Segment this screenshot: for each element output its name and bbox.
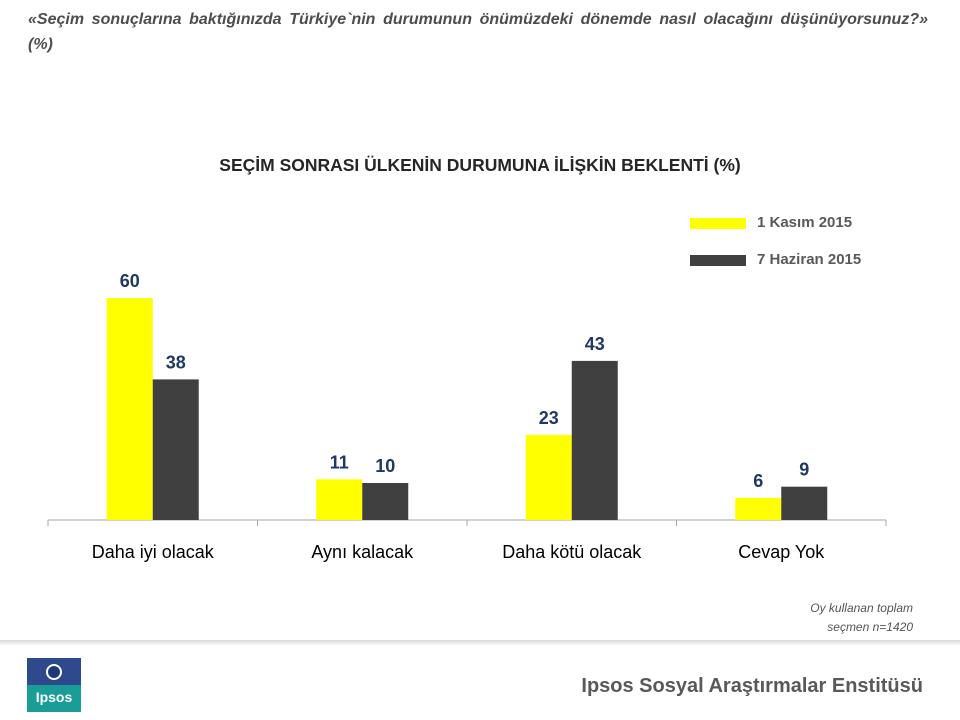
footnote-line-2: seçmen n=1420 <box>827 620 913 634</box>
footnote-line-1: Oy kullanan toplam <box>810 601 913 615</box>
bar-1-3 <box>525 434 572 520</box>
data-label-1-4: 6 <box>753 471 763 491</box>
bar-chart: 60 38 Daha iyi olacak 11 10 Aynı kalacak 23 43 D… <box>47 271 887 562</box>
ipsos-logo: Ipsos <box>27 658 81 712</box>
sample-footnote: Oy kullanan toplam seçmen n=1420 <box>810 599 913 637</box>
legend-swatch-series-2 <box>690 255 746 266</box>
category-label-2: Aynı kalacak <box>311 542 414 562</box>
data-label-1-1: 60 <box>120 271 140 291</box>
category-label-1: Daha iyi olacak <box>92 542 215 562</box>
data-label-2-3: 43 <box>585 334 605 354</box>
bar-2-2 <box>362 483 409 520</box>
category-label-3: Daha kötü olacak <box>502 542 642 562</box>
bar-1-2 <box>316 479 363 520</box>
data-label-2-4: 9 <box>799 460 809 480</box>
logo-dot-icon <box>46 664 62 680</box>
bar-2-3 <box>571 360 618 520</box>
bar-1-4 <box>735 497 782 520</box>
footer-divider <box>0 640 960 646</box>
bar-2-4 <box>781 486 828 520</box>
institute-name: Ipsos Sosyal Araştırmalar Enstitüsü <box>581 675 923 697</box>
data-label-2-2: 10 <box>375 456 395 476</box>
bar-2-1 <box>152 379 199 520</box>
data-label-2-1: 38 <box>166 352 186 372</box>
bar-1-1 <box>106 298 153 520</box>
chart-title: SEÇİM SONRASI ÜLKENİN DURUMUNA İLİŞKİN B… <box>219 155 741 175</box>
legend-label-series-1: 1 Kasım 2015 <box>757 214 853 231</box>
legend-swatch-series-1 <box>690 218 746 229</box>
category-label-4: Cevap Yok <box>738 542 825 562</box>
data-label-1-2: 11 <box>330 452 349 472</box>
data-label-1-3: 23 <box>539 408 559 428</box>
survey-question: «Seçim sonuçlarına baktığınızda Türkiye`… <box>28 11 928 53</box>
logo-text: Ipsos <box>35 689 73 705</box>
legend-label-series-2: 7 Haziran 2015 <box>757 251 862 268</box>
